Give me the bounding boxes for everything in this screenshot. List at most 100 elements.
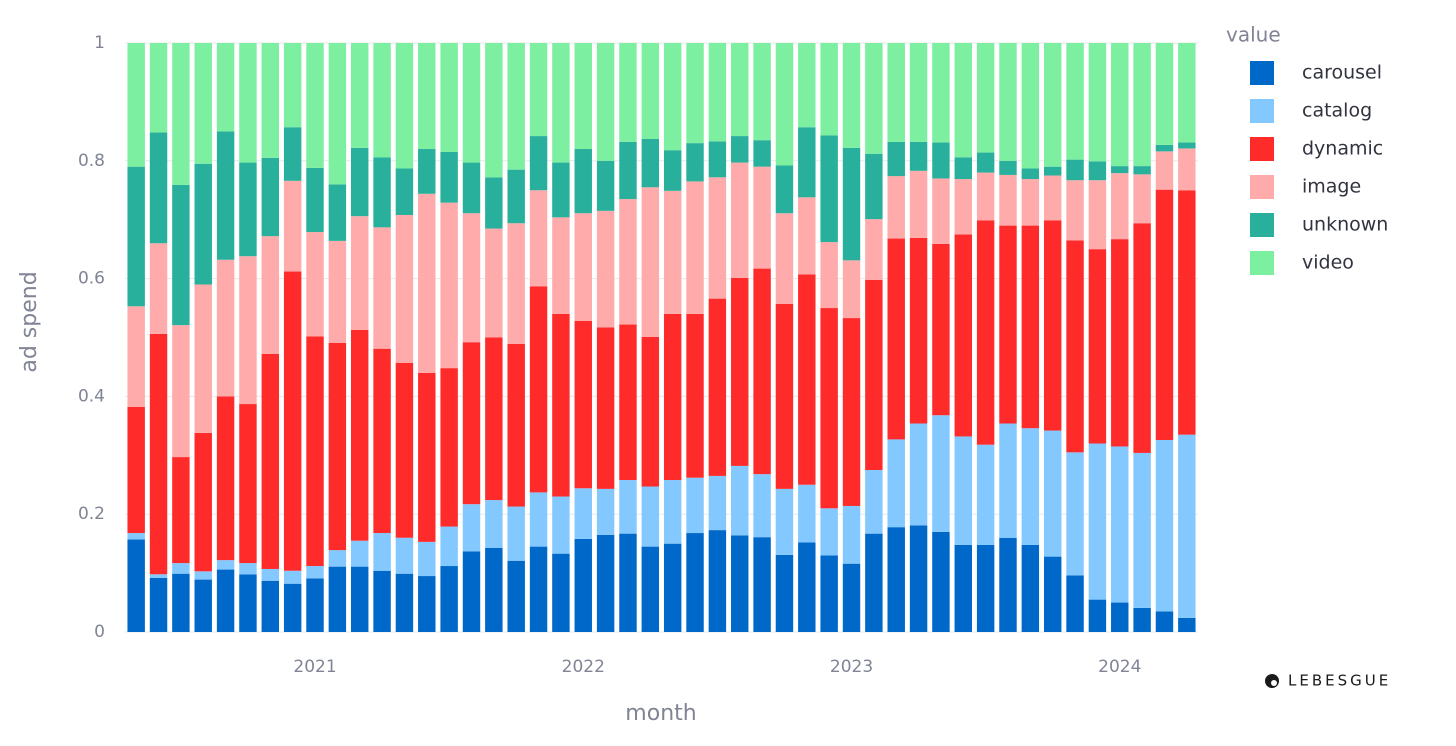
bar-segment bbox=[596, 210, 615, 328]
bar-segment bbox=[999, 174, 1017, 226]
bar-segment bbox=[462, 162, 481, 214]
bar-segment bbox=[619, 533, 637, 632]
bar-segment bbox=[619, 324, 637, 481]
bar-segment bbox=[753, 537, 771, 632]
bar-segment bbox=[1066, 43, 1084, 160]
bar-segment bbox=[418, 372, 436, 542]
bar-segment bbox=[1133, 223, 1151, 453]
bar-segment bbox=[1021, 544, 1040, 632]
bar-segment bbox=[373, 533, 391, 571]
bar-segment bbox=[194, 163, 212, 285]
bar-segment bbox=[798, 197, 816, 275]
bar-segment bbox=[127, 306, 145, 408]
bar-segment bbox=[775, 43, 794, 166]
bar-segment bbox=[239, 563, 257, 575]
bar-segment bbox=[731, 465, 749, 536]
bar-segment bbox=[887, 527, 905, 632]
bar-segment bbox=[239, 43, 257, 163]
bar-segment bbox=[798, 542, 816, 632]
bar-segment bbox=[239, 256, 257, 405]
legend-label: video bbox=[1302, 252, 1354, 274]
bar-segment bbox=[462, 551, 481, 632]
bar-segment bbox=[395, 362, 414, 538]
bar-segment bbox=[552, 496, 570, 554]
bar-segment bbox=[619, 43, 637, 142]
bar-segment bbox=[1043, 556, 1062, 632]
bar-segment bbox=[596, 327, 615, 489]
bar-segment bbox=[887, 141, 905, 177]
bar-segment bbox=[820, 508, 838, 556]
bar-segment bbox=[418, 541, 436, 577]
bar-segment bbox=[641, 336, 660, 487]
bar-segment bbox=[261, 236, 280, 354]
bar-segment bbox=[999, 43, 1017, 161]
bar-segment bbox=[351, 43, 369, 148]
bar-segment bbox=[1066, 575, 1084, 632]
bar-segment bbox=[283, 180, 302, 272]
bar-segment bbox=[820, 135, 838, 243]
bar-segment bbox=[798, 43, 816, 128]
bar-segment bbox=[842, 563, 861, 632]
bar-segment bbox=[708, 141, 727, 178]
bar-segment bbox=[596, 488, 615, 535]
bar-segment bbox=[686, 143, 704, 182]
bar-segment bbox=[172, 43, 190, 185]
bar-segment bbox=[999, 537, 1017, 632]
bar-segment bbox=[283, 570, 302, 584]
bar-segment bbox=[909, 237, 928, 424]
bar-segment bbox=[1178, 148, 1196, 191]
bar-segment bbox=[306, 578, 324, 632]
bar-segment bbox=[708, 475, 727, 531]
bar-segment bbox=[731, 278, 749, 466]
y-axis-title: ad spend bbox=[17, 271, 42, 372]
watermark: LEBESGUE bbox=[1288, 672, 1391, 690]
bar-segment bbox=[1111, 173, 1129, 240]
bar-segment bbox=[1043, 220, 1062, 431]
bar-segment bbox=[373, 43, 391, 158]
bar-segment bbox=[753, 166, 771, 269]
bar-segment bbox=[507, 560, 525, 632]
bar-segment bbox=[351, 216, 369, 330]
bar-segment bbox=[440, 566, 458, 632]
bar-segment bbox=[1088, 180, 1107, 250]
bar-segment bbox=[865, 533, 883, 632]
x-tick-label: 2021 bbox=[293, 657, 336, 677]
bar-segment bbox=[216, 396, 235, 561]
bar-segment bbox=[1066, 452, 1084, 576]
bar-segment bbox=[865, 279, 883, 471]
bar-segment bbox=[306, 336, 324, 567]
bar-segment bbox=[261, 157, 280, 237]
bar-segment bbox=[1133, 43, 1151, 167]
bar-segment bbox=[216, 560, 235, 570]
bar-segment bbox=[1111, 602, 1129, 632]
bar-segment bbox=[686, 477, 704, 534]
bar-segment bbox=[1043, 430, 1062, 557]
bar-segment bbox=[1133, 166, 1151, 175]
bar-segment bbox=[261, 568, 280, 581]
bar-segment bbox=[1066, 240, 1084, 453]
bar-segment bbox=[373, 348, 391, 534]
bar-segment bbox=[216, 131, 235, 260]
bar-segment bbox=[283, 127, 302, 181]
bar-segment bbox=[932, 43, 950, 143]
bar-segment bbox=[328, 342, 347, 551]
bar-segment bbox=[1178, 142, 1196, 149]
bar-segment bbox=[887, 238, 905, 440]
bar-segment bbox=[686, 181, 704, 314]
legend-swatch bbox=[1250, 61, 1274, 85]
bar-segment bbox=[731, 43, 749, 137]
bar-segment bbox=[596, 43, 615, 161]
legend-swatch bbox=[1250, 137, 1274, 161]
bar-segment bbox=[149, 577, 168, 632]
bar-segment bbox=[1133, 174, 1151, 224]
bar-segment bbox=[753, 43, 771, 141]
bar-segment bbox=[306, 232, 324, 337]
bar-segment bbox=[149, 333, 168, 575]
legend-swatch bbox=[1250, 213, 1274, 237]
bar-segment bbox=[485, 500, 503, 548]
bar-segment bbox=[395, 537, 414, 574]
bar-segment bbox=[485, 547, 503, 632]
bar-segment bbox=[1021, 428, 1040, 545]
legend-label: unknown bbox=[1302, 214, 1388, 236]
